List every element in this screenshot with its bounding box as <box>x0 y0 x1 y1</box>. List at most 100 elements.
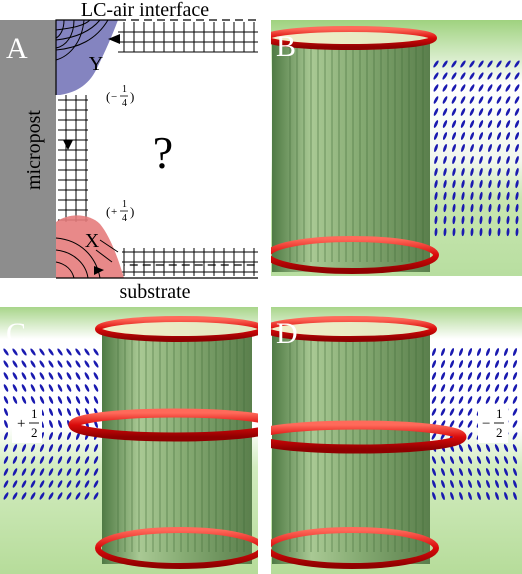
panel-b: B <box>271 20 522 276</box>
director-mark <box>460 84 466 92</box>
director-mark <box>75 360 81 368</box>
director-mark <box>494 384 500 392</box>
director-mark <box>57 468 63 476</box>
director-mark <box>478 108 484 116</box>
director-mark <box>434 144 438 152</box>
director-mark <box>497 144 501 152</box>
director-mark <box>496 108 502 116</box>
director-mark <box>506 155 510 165</box>
defect-ring-bottom-b <box>271 236 439 274</box>
director-mark <box>503 384 509 392</box>
director-mark <box>440 372 446 380</box>
svg-text:(: ( <box>106 89 110 104</box>
director-mark <box>488 144 492 152</box>
director-mark <box>39 492 45 500</box>
director-mark <box>460 132 466 140</box>
director-mark <box>452 215 456 225</box>
arrow-right-icon <box>94 266 104 275</box>
director-mark <box>440 360 446 368</box>
director-mark <box>504 480 508 488</box>
director-mark <box>476 372 482 380</box>
director-mark <box>452 155 456 165</box>
director-mark <box>452 203 456 213</box>
director-mark <box>48 456 54 464</box>
director-mark <box>21 360 27 368</box>
director-mark <box>485 444 491 452</box>
director-mark <box>478 60 484 68</box>
director-mark <box>3 372 9 380</box>
director-mark <box>66 372 72 380</box>
director-mark <box>494 348 500 356</box>
charge-minus-quarter: ( − 1 4 ) <box>106 84 134 109</box>
director-mark <box>469 72 475 80</box>
director-mark <box>488 203 492 213</box>
director-mark <box>452 167 456 177</box>
director-mark <box>39 468 45 476</box>
director-mark <box>485 348 491 356</box>
director-mark <box>39 384 45 392</box>
director-mark <box>443 191 447 201</box>
director-mark <box>39 456 45 464</box>
director-mark <box>478 132 484 140</box>
director-mark <box>485 384 491 392</box>
post-top-c <box>102 320 258 338</box>
panel-letter-d: D <box>276 317 298 350</box>
director-mark <box>30 492 36 500</box>
director-mark <box>514 108 520 116</box>
director-mark <box>30 444 36 452</box>
director-mark <box>433 108 439 116</box>
director-mark <box>470 155 474 165</box>
director-mark <box>48 384 54 392</box>
director-mark <box>487 132 493 140</box>
director-mark <box>3 348 9 356</box>
director-mark <box>3 468 9 476</box>
director-mark <box>84 384 90 392</box>
director-mark <box>93 456 99 464</box>
director-mark <box>476 444 482 452</box>
director-mark <box>503 456 509 464</box>
director-mark <box>476 396 482 404</box>
director-mark <box>433 132 439 140</box>
director-mark <box>66 480 72 488</box>
director-mark <box>478 84 484 92</box>
director-mark <box>451 108 457 116</box>
post-top-b <box>272 30 432 46</box>
director-mark <box>30 396 36 404</box>
director-mark <box>21 468 27 476</box>
director-mark <box>506 191 510 201</box>
director-mark <box>467 360 473 368</box>
director-mark <box>3 432 9 440</box>
director-mark <box>450 480 454 488</box>
director-mark <box>451 84 457 92</box>
defect-ring-bottom-d <box>271 527 439 569</box>
director-mark <box>485 456 491 464</box>
director-mark <box>39 360 45 368</box>
director-mark <box>30 468 36 476</box>
director-mark <box>461 155 465 165</box>
director-mark <box>497 203 501 213</box>
director-mark <box>506 227 510 237</box>
director-mark <box>497 215 501 225</box>
director-mark <box>470 215 474 225</box>
director-mark <box>30 480 36 488</box>
defect-ring-middle-d <box>271 420 467 454</box>
director-mark <box>442 108 448 116</box>
director-mark <box>479 203 483 213</box>
director-mark <box>467 444 473 452</box>
director-mark <box>514 60 520 68</box>
defect-ring-top-c <box>95 316 258 342</box>
director-mark <box>469 132 475 140</box>
director-mark <box>461 179 465 189</box>
director-mark <box>467 432 473 440</box>
director-mark <box>497 167 501 177</box>
director-mark <box>84 396 90 404</box>
director-mark <box>497 191 501 201</box>
director-mark <box>449 468 455 476</box>
director-mark <box>440 396 446 404</box>
director-mark <box>485 360 491 368</box>
director-mark <box>514 84 520 92</box>
director-mark <box>84 456 90 464</box>
panel-letter-c: C <box>6 317 26 350</box>
director-mark <box>12 444 18 452</box>
director-mark <box>479 167 483 177</box>
